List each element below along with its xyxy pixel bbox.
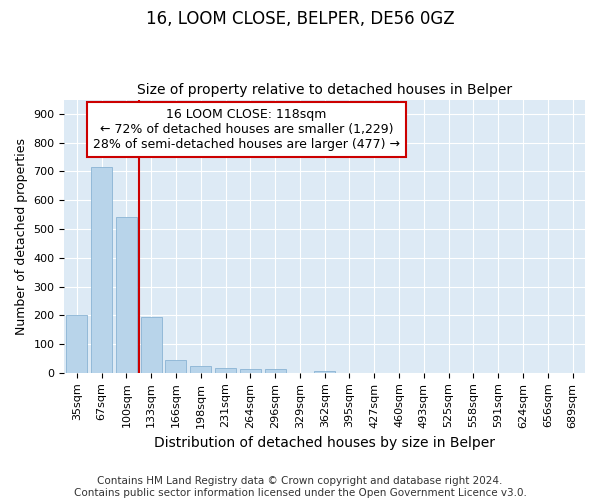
- Bar: [265, 370, 286, 373]
- Bar: [140, 316, 162, 373]
- Bar: [190, 366, 211, 373]
- Bar: [116, 218, 137, 373]
- Bar: [314, 370, 335, 373]
- Bar: [166, 360, 187, 373]
- Bar: [240, 368, 261, 373]
- Bar: [66, 316, 88, 373]
- Y-axis label: Number of detached properties: Number of detached properties: [15, 138, 28, 334]
- X-axis label: Distribution of detached houses by size in Belper: Distribution of detached houses by size …: [154, 436, 495, 450]
- Text: 16, LOOM CLOSE, BELPER, DE56 0GZ: 16, LOOM CLOSE, BELPER, DE56 0GZ: [146, 10, 454, 28]
- Title: Size of property relative to detached houses in Belper: Size of property relative to detached ho…: [137, 83, 512, 97]
- Text: 16 LOOM CLOSE: 118sqm
← 72% of detached houses are smaller (1,229)
28% of semi-d: 16 LOOM CLOSE: 118sqm ← 72% of detached …: [93, 108, 400, 151]
- Bar: [91, 167, 112, 373]
- Text: Contains HM Land Registry data © Crown copyright and database right 2024.
Contai: Contains HM Land Registry data © Crown c…: [74, 476, 526, 498]
- Bar: [215, 368, 236, 373]
